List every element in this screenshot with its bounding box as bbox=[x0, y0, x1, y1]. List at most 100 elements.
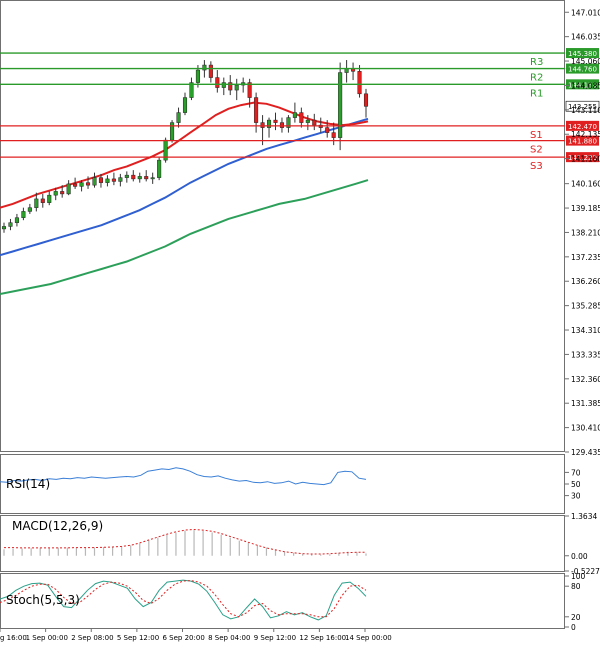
macd-label: MACD(12,26,9) bbox=[12, 519, 103, 533]
price-tick-label: 147.010 bbox=[571, 8, 600, 17]
level-price-label: 144.760 bbox=[568, 66, 597, 74]
candle-down bbox=[73, 184, 77, 187]
rsi-label: RSI(14) bbox=[6, 477, 50, 491]
price-tick-label: 132.360 bbox=[571, 375, 600, 384]
price-tick-label: 145.060 bbox=[571, 57, 600, 66]
macd-tick-label: 1.3634 bbox=[571, 512, 597, 521]
candle-up bbox=[119, 178, 123, 182]
candle-down bbox=[112, 179, 116, 182]
price-tick-label: 143.110 bbox=[571, 106, 600, 115]
candle-down bbox=[209, 65, 213, 78]
candle-down bbox=[86, 183, 90, 186]
price-tick-label: 133.335 bbox=[571, 350, 600, 359]
rsi-tick-label: 50 bbox=[571, 480, 581, 489]
candle-up bbox=[54, 191, 58, 195]
time-tick-label: 12 Sep 16:00 bbox=[299, 634, 346, 642]
candle-up bbox=[125, 175, 129, 178]
time-tick-label: 9 Sep 12:00 bbox=[254, 634, 296, 642]
price-tick-label: 146.035 bbox=[571, 33, 600, 42]
candle-up bbox=[235, 85, 239, 90]
candle-up bbox=[67, 184, 71, 194]
time-tick-label: 6 Sep 20:00 bbox=[163, 634, 205, 642]
time-tick-label: 5 Sep 12:00 bbox=[117, 634, 159, 642]
candle-up bbox=[15, 218, 19, 223]
price-tick-label: 140.160 bbox=[571, 180, 600, 189]
macd-tick-label: 0.00 bbox=[571, 552, 588, 561]
level-name-r1: R1 bbox=[530, 88, 543, 99]
candle-up bbox=[106, 179, 110, 183]
candle-up bbox=[28, 208, 32, 212]
candle-up bbox=[183, 98, 187, 113]
price-tick-label: 135.285 bbox=[571, 302, 600, 311]
candle-up bbox=[80, 183, 84, 187]
level-name-s1: S1 bbox=[530, 130, 543, 141]
candle-down bbox=[300, 113, 304, 123]
time-tick-label: g 16:00 bbox=[0, 634, 27, 642]
price-axis: 147.010 146.035 145.060 144.085 143.110 142.1… bbox=[565, 8, 600, 457]
price-tick-label: 134.310 bbox=[571, 326, 600, 335]
time-tick-label: 1 Sep 00:00 bbox=[26, 634, 68, 642]
level-name-r3: R3 bbox=[530, 57, 543, 68]
time-tick-label: 14 Sep 00:00 bbox=[345, 634, 392, 642]
candle-up bbox=[177, 113, 181, 123]
rsi-tick-label: 30 bbox=[571, 492, 581, 501]
candle-up bbox=[306, 120, 310, 123]
price-tick-label: 142.135 bbox=[571, 130, 600, 139]
candle-up bbox=[203, 65, 207, 70]
price-tick-label: 130.410 bbox=[571, 424, 600, 433]
stoch-label: Stoch(5,5,3) bbox=[6, 593, 80, 607]
price-panel: R3145.380R2144.760R1144.130S1142.470S214… bbox=[0, 1, 600, 458]
candle-down bbox=[216, 78, 220, 88]
candle-up bbox=[293, 113, 297, 118]
candle-down bbox=[99, 178, 103, 183]
rsi-panel-frame bbox=[1, 455, 565, 514]
candle-down bbox=[332, 133, 336, 138]
price-tick-label: 144.085 bbox=[571, 81, 600, 90]
price-tick-label: 129.435 bbox=[571, 448, 600, 457]
candle-down bbox=[325, 128, 329, 133]
candle-down bbox=[132, 175, 136, 179]
stoch-tick-label: 80 bbox=[571, 582, 581, 591]
stoch-tick-label: 0 bbox=[571, 623, 576, 632]
candle-up bbox=[93, 178, 97, 186]
candle-up bbox=[22, 211, 26, 217]
stoch-tick-label: 100 bbox=[571, 572, 586, 581]
price-tick-label: 139.185 bbox=[571, 204, 600, 213]
candle-down bbox=[41, 199, 45, 203]
rsi-tick-label: 70 bbox=[571, 468, 581, 477]
candle-down bbox=[60, 191, 64, 194]
candle-up bbox=[196, 70, 200, 83]
price-tick-label: 131.385 bbox=[571, 399, 600, 408]
time-tick-label: 8 Sep 04:00 bbox=[208, 634, 250, 642]
candle-down bbox=[261, 123, 265, 128]
candle-up bbox=[338, 73, 342, 138]
candle-up bbox=[47, 195, 51, 203]
time-tick-label: 2 Sep 08:00 bbox=[71, 634, 113, 642]
candle-up bbox=[2, 226, 6, 229]
level-name-s3: S3 bbox=[530, 161, 543, 172]
price-tick-label: 137.235 bbox=[571, 253, 600, 262]
level-name-s2: S2 bbox=[530, 145, 543, 156]
price-tick-label: 141.160 bbox=[571, 155, 600, 164]
stoch-tick-label: 20 bbox=[571, 613, 581, 622]
candle-down bbox=[364, 94, 368, 107]
candle-down bbox=[274, 120, 278, 123]
candle-down bbox=[313, 120, 317, 125]
candle-up bbox=[157, 160, 161, 178]
rsi-panel: RSI(14) 70 50 30 bbox=[0, 455, 581, 514]
candle-down bbox=[254, 98, 258, 123]
rsi-axis: 70 50 30 bbox=[565, 468, 581, 500]
price-tick-label: 138.210 bbox=[571, 228, 600, 237]
price-tick-label: 136.260 bbox=[571, 277, 600, 286]
candle-up bbox=[222, 83, 226, 88]
candle-down bbox=[144, 176, 148, 179]
stoch-panel-frame bbox=[1, 574, 565, 629]
candle-up bbox=[151, 178, 155, 179]
